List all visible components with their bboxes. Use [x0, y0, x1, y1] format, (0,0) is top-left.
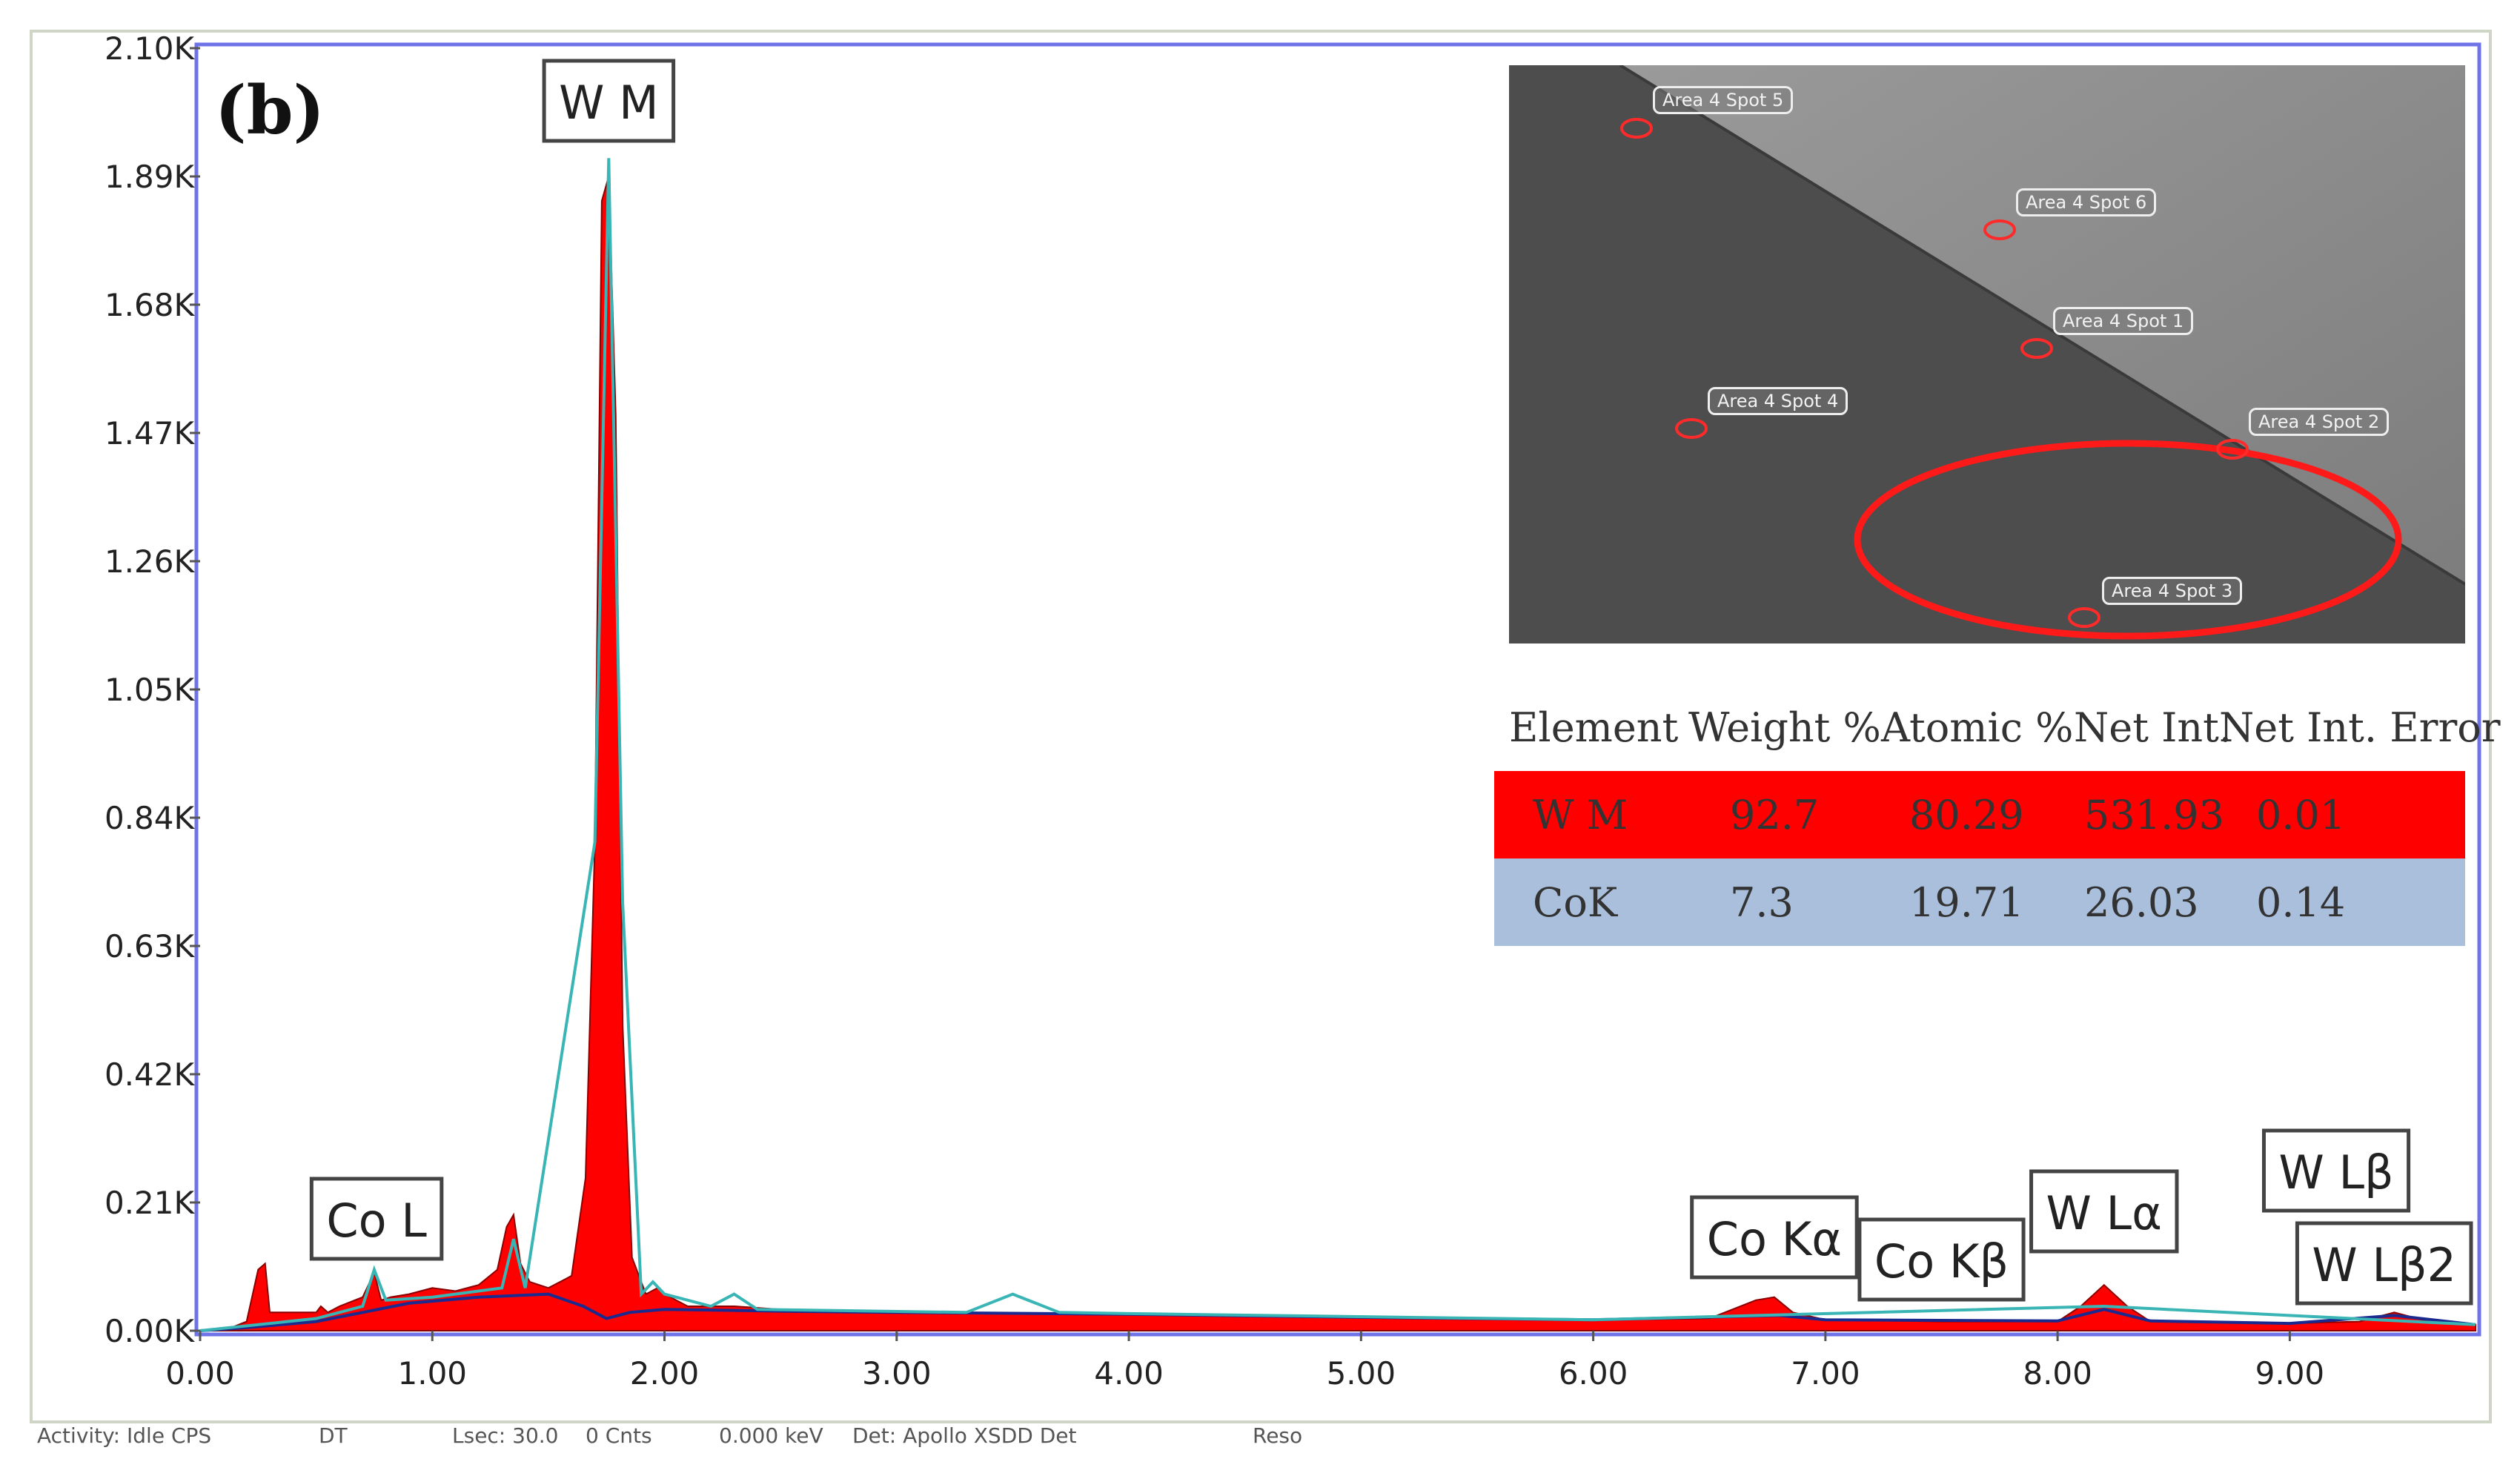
cell-weight: 92.7 — [1730, 792, 1820, 838]
x-tick-label: 1.00 — [398, 1355, 468, 1392]
spot-label-3: Area 4 Spot 3 — [2102, 577, 2243, 605]
eds-results-table: Element Weight % Atomic % Net Int. Net I… — [1494, 689, 2501, 946]
sem-micrograph — [1509, 65, 2465, 643]
status-bar: Activity: Idle CPS DT Lsec: 30.0 0 Cnts … — [37, 1417, 2483, 1462]
x-tick-label: 5.00 — [1327, 1355, 1396, 1392]
peak-label-box — [2295, 1221, 2473, 1306]
header-atomic: Atomic % — [1881, 704, 2074, 751]
peak-label-box — [2029, 1169, 2179, 1254]
y-tick-label: 1.89K — [105, 159, 196, 195]
y-tick-label: 0.84K — [105, 800, 196, 836]
y-tick-label: 1.47K — [105, 415, 196, 451]
table-header-row: Element Weight % Atomic % Net Int. Net I… — [1494, 689, 2501, 771]
x-tick-label: 3.00 — [862, 1355, 932, 1392]
peak-label-text: W Lβ2 — [2312, 1238, 2456, 1292]
peak-label-text: Co Kα — [1707, 1212, 1842, 1266]
spot-label-2: Area 4 Spot 2 — [2249, 408, 2390, 436]
header-element: Element — [1509, 704, 1679, 751]
peak-label: W Lβ2 — [2295, 1221, 2473, 1306]
status-activity: Activity: Idle CPS — [37, 1423, 212, 1448]
x-tick-label: 2.00 — [630, 1355, 700, 1392]
y-tick-label: 0.42K — [105, 1056, 196, 1093]
spot-marker-6 — [1983, 219, 2016, 240]
sem-interface-line — [1619, 65, 2465, 586]
sem-inset-image: Area 4 Spot 5 Area 4 Spot 6 Area 4 Spot … — [1509, 65, 2465, 643]
peak-label-text: Co L — [326, 1194, 427, 1248]
cell-net-int-error: 0.14 — [2256, 879, 2346, 926]
y-tick-label: 0.21K — [105, 1185, 196, 1221]
y-tick-label: 1.05K — [105, 672, 196, 708]
x-tick-label: 9.00 — [2255, 1355, 2325, 1392]
y-tick-label: 0.00K — [105, 1313, 196, 1349]
peak-label-box — [309, 1177, 444, 1261]
header-net-int-error: Net Int. Error — [2219, 704, 2501, 751]
peak-label-box — [1857, 1217, 2026, 1302]
spectra-group — [199, 158, 2476, 1332]
peak-label-text: W Lβ — [2278, 1145, 2393, 1200]
cell-element: CoK — [1533, 879, 1618, 926]
header-weight: Weight % — [1688, 704, 1881, 751]
cell-net-int: 26.03 — [2084, 879, 2199, 926]
spot-label-6: Area 4 Spot 6 — [2016, 188, 2157, 216]
y-tick-label: 2.10K — [105, 30, 196, 67]
peak-label-text: W M — [559, 76, 659, 130]
peak-labels-group: W M Co L Co Kα Co Kβ W Lα W Lβ W Lβ2 — [309, 59, 2473, 1306]
peak-label: W Lα — [2029, 1169, 2179, 1254]
peak-label-box — [2261, 1128, 2411, 1213]
peak-label: W Lβ — [2261, 1128, 2411, 1213]
spot-marker-3 — [2068, 607, 2100, 628]
peak-label: Co L — [309, 1177, 444, 1261]
peak-label-text: W Lα — [2046, 1186, 2162, 1240]
spot-label-5: Area 4 Spot 5 — [1653, 86, 1794, 114]
table-row-co: CoK 7.3 19.71 26.03 0.14 — [1494, 858, 2465, 946]
peak-label-box — [1690, 1195, 1859, 1280]
spot-marker-5 — [1620, 118, 1653, 139]
peak-label: Co Kα — [1690, 1195, 1859, 1280]
spectrum-series-2 — [199, 158, 2476, 1332]
spot-marker-2 — [2216, 439, 2249, 460]
highlight-ellipse — [1854, 440, 2402, 640]
status-lsec: Lsec: 30.0 — [452, 1423, 559, 1448]
table-row-w: W M 92.7 80.29 531.93 0.01 — [1494, 771, 2465, 858]
status-dt: DT — [319, 1423, 348, 1448]
x-tick-label: 7.00 — [1791, 1355, 1860, 1392]
peak-label: Co Kβ — [1857, 1217, 2026, 1302]
spot-label-4: Area 4 Spot 4 — [1708, 387, 1848, 415]
header-net-int: Net Int. — [2074, 704, 2232, 751]
x-tick-label: 4.00 — [1094, 1355, 1164, 1392]
y-tick-label: 1.68K — [105, 287, 196, 323]
peak-label-text: Co Kβ — [1874, 1234, 2009, 1288]
spot-marker-1 — [2020, 338, 2053, 359]
x-tick-label: 8.00 — [2023, 1355, 2092, 1392]
cell-atomic: 19.71 — [1909, 879, 2024, 926]
spot-marker-4 — [1675, 418, 1708, 439]
y-tick-label: 1.26K — [105, 543, 196, 580]
cell-atomic: 80.29 — [1909, 792, 2024, 838]
axes-group: 0.00 1.00 2.00 3.00 4.00 5.00 6.00 7.00 8.00 9.00… — [105, 30, 2324, 1392]
status-counts: 0 Cnts — [586, 1423, 652, 1448]
cell-weight: 7.3 — [1730, 879, 1794, 926]
status-detector: Det: Apollo XSDD Det — [852, 1423, 1077, 1448]
status-reso: Reso — [1253, 1423, 1303, 1448]
cell-net-int: 531.93 — [2084, 792, 2224, 838]
y-tick-label: 0.63K — [105, 928, 196, 965]
x-tick-label: 6.00 — [1559, 1355, 1628, 1392]
peak-label: W M — [542, 59, 676, 143]
x-tick-label: 0.00 — [165, 1355, 235, 1392]
cell-element: W M — [1533, 792, 1628, 838]
cell-net-int-error: 0.01 — [2256, 792, 2346, 838]
peak-label-box — [542, 59, 676, 143]
status-kev: 0.000 keV — [719, 1423, 823, 1448]
panel-label: (b) — [215, 71, 325, 150]
spot-label-1: Area 4 Spot 1 — [2053, 307, 2194, 335]
